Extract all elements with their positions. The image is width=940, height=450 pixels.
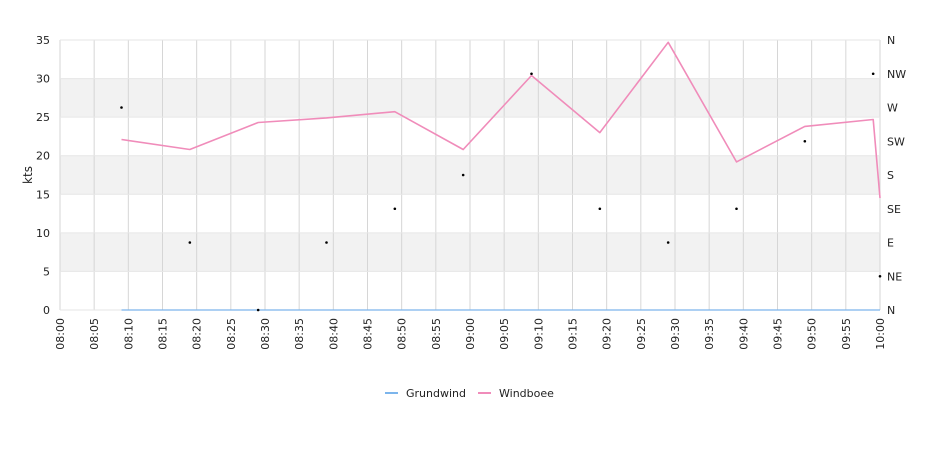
direction-point xyxy=(325,241,328,244)
right-axis-label: S xyxy=(887,169,894,182)
direction-point xyxy=(803,139,807,143)
x-tick-label: 09:25 xyxy=(635,318,648,350)
right-axis-label: E xyxy=(887,237,894,250)
direction-point xyxy=(188,241,192,244)
legend-item-grundwind[interactable]: Grundwind xyxy=(385,387,466,400)
y-tick-label: 0 xyxy=(43,304,50,317)
legend-label: Windboee xyxy=(499,387,554,400)
x-tick-label: 08:05 xyxy=(88,318,101,350)
x-tick-label: 09:20 xyxy=(601,318,614,350)
y-tick-label: 35 xyxy=(36,34,50,47)
right-axis-label: NW xyxy=(887,68,906,81)
direction-point xyxy=(878,274,882,278)
direction-point xyxy=(530,72,533,76)
x-tick-label: 08:15 xyxy=(157,318,170,350)
y-tick-label: 30 xyxy=(36,73,50,86)
x-tick-label: 08:25 xyxy=(225,318,238,350)
x-tick-label: 09:30 xyxy=(669,318,682,350)
y-tick-label: 15 xyxy=(36,188,50,201)
x-tick-label: 09:15 xyxy=(567,318,580,350)
x-tick-label: 09:00 xyxy=(464,318,477,350)
right-axis-label: N xyxy=(887,304,895,317)
x-tick-label: 09:55 xyxy=(840,318,853,350)
x-tick-label: 08:35 xyxy=(293,318,306,350)
right-axis-label: SW xyxy=(887,135,905,148)
y-axis-label: kts xyxy=(21,166,35,184)
x-tick-label: 08:20 xyxy=(191,318,204,350)
right-axis-label: W xyxy=(887,102,898,115)
legend-item-windboee[interactable]: Windboee xyxy=(478,387,554,400)
direction-point xyxy=(871,72,875,76)
x-tick-label: 10:00 xyxy=(874,318,887,350)
x-tick-label: 09:05 xyxy=(498,318,511,350)
x-tick-label: 09:40 xyxy=(737,318,750,350)
x-tick-label: 08:55 xyxy=(430,318,443,350)
x-tick-label: 08:45 xyxy=(362,318,375,350)
direction-point xyxy=(256,308,260,312)
x-tick-label: 08:00 xyxy=(54,318,67,350)
x-axis-ticks: 08:00 08:05 08:10 08:15 08:20 08:25 08:30 08:35… xyxy=(54,318,887,350)
x-tick-label: 09:35 xyxy=(703,318,716,350)
x-tick-label: 08:50 xyxy=(396,318,409,350)
x-tick-label: 09:50 xyxy=(806,318,819,350)
legend: Grundwind Windboee xyxy=(385,387,554,400)
direction-point xyxy=(393,207,397,211)
direction-point xyxy=(666,241,670,244)
direction-point xyxy=(735,207,738,211)
y-tick-label: 5 xyxy=(43,265,50,278)
plot-gridlines xyxy=(59,39,881,311)
right-axis-label: SE xyxy=(887,203,901,216)
right-axis-ticks: N NE E SE S SW W NW N xyxy=(887,34,906,317)
direction-point xyxy=(461,173,465,177)
direction-point xyxy=(598,207,602,211)
y-tick-label: 25 xyxy=(36,111,50,124)
direction-point xyxy=(120,106,123,109)
x-tick-label: 09:45 xyxy=(772,318,785,350)
right-axis-label: N xyxy=(887,34,895,47)
x-tick-label: 08:10 xyxy=(122,318,135,350)
x-tick-label: 08:30 xyxy=(259,318,272,350)
x-tick-label: 09:10 xyxy=(532,318,545,350)
series-line-windboee xyxy=(121,41,881,199)
direction-points xyxy=(120,72,882,312)
y-tick-label: 20 xyxy=(36,150,50,163)
y-tick-label: 10 xyxy=(36,227,50,240)
right-axis-label: NE xyxy=(887,270,902,283)
y-axis-ticks: 0 5 10 15 20 25 30 35 xyxy=(36,34,50,317)
legend-label: Grundwind xyxy=(406,387,466,400)
x-tick-label: 08:40 xyxy=(327,318,340,350)
